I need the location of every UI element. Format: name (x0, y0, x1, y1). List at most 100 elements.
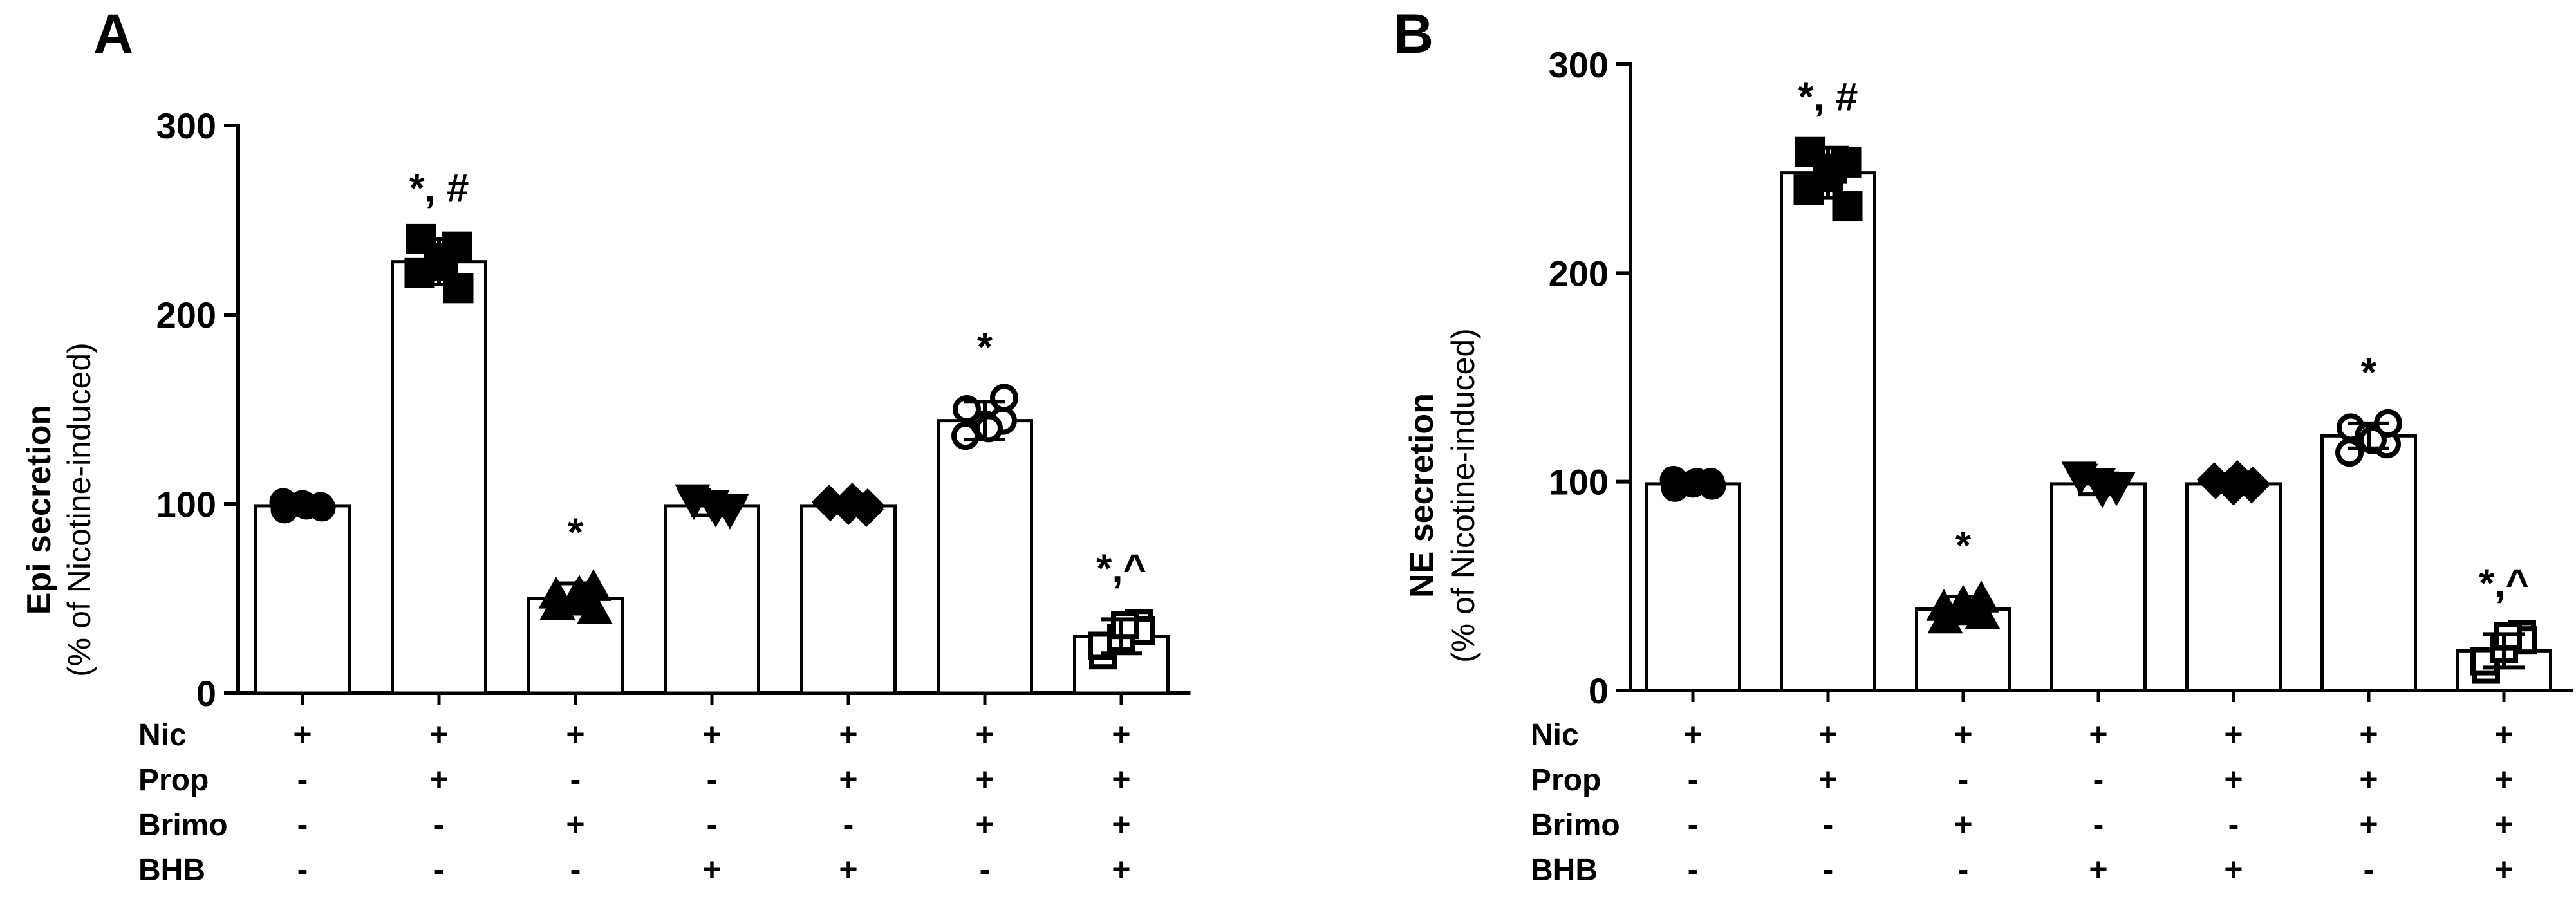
treatment-sign: - (1688, 761, 1699, 797)
data-point (975, 414, 1003, 443)
y-tick-label: 100 (156, 484, 216, 524)
treatment-sign: + (2224, 851, 2243, 887)
treatment-row-label: Nic (138, 718, 187, 752)
treatment-sign: + (2359, 806, 2378, 842)
data-point (561, 575, 597, 607)
treatment-sign: + (429, 716, 448, 752)
treatment-sign: - (297, 761, 308, 797)
treatment-sign: + (1954, 806, 1972, 842)
treatment-sign: - (434, 851, 445, 887)
y-tick-label: 300 (1549, 44, 1609, 85)
bar (1645, 482, 1741, 692)
bar (800, 504, 897, 695)
treatment-row-label: Nic (1531, 718, 1579, 752)
treatment-sign: + (1818, 761, 1837, 797)
treatment-sign: - (707, 761, 718, 797)
treatment-sign: + (1112, 716, 1130, 752)
treatment-sign: - (1688, 851, 1699, 887)
y-tick-label: 0 (1589, 671, 1609, 711)
significance-label: *, # (1798, 75, 1858, 120)
bar (664, 504, 760, 695)
treatment-sign: - (434, 806, 445, 842)
data-point (990, 384, 1018, 412)
treatment-sign: + (2494, 761, 2513, 797)
treatment-sign: + (1683, 716, 1702, 752)
treatment-sign: + (2494, 716, 2513, 752)
data-point (1795, 136, 1825, 167)
significance-label: *,^ (1096, 546, 1146, 591)
treatment-row-label: Brimo (1531, 808, 1620, 842)
bar (254, 504, 351, 695)
panel-b-ylabel: NE secretion (1403, 393, 1441, 598)
treatment-row-label: BHB (138, 853, 205, 887)
panel-a-ylabel: Epi secretion (21, 405, 58, 615)
treatment-sign: - (570, 851, 581, 887)
data-point (538, 577, 574, 609)
treatment-sign: + (975, 716, 994, 752)
panel-a-ylabel-sub: (% of Nicotine-induced) (61, 342, 97, 677)
treatment-sign: + (2224, 716, 2243, 752)
treatment-sign: + (2089, 851, 2107, 887)
treatment-row-label: Prop (1531, 763, 1601, 797)
treatment-sign: - (1958, 851, 1969, 887)
panel-b-ylabel-sub: (% of Nicotine-induced) (1445, 328, 1481, 663)
data-point (427, 243, 458, 273)
significance-label: * (1955, 524, 1972, 568)
treatment-sign: - (2093, 761, 2104, 797)
bar (391, 260, 487, 695)
significance-label: *,^ (2479, 561, 2529, 606)
y-tick-label: 200 (1549, 253, 1609, 293)
treatment-row-label: Prop (138, 763, 209, 797)
data-point (2494, 622, 2522, 651)
treatment-sign: + (293, 716, 312, 752)
treatment-sign: + (566, 716, 584, 752)
y-tick-label: 100 (1549, 462, 1609, 503)
data-point (2084, 476, 2120, 508)
treatment-sign: + (702, 851, 721, 887)
treatment-sign: + (2224, 761, 2243, 797)
treatment-sign: + (702, 716, 721, 752)
y-tick-label: 0 (196, 673, 216, 714)
treatment-sign: + (2359, 716, 2378, 752)
treatment-sign: + (975, 761, 994, 797)
treatment-sign: - (2228, 806, 2239, 842)
data-point (1111, 611, 1139, 640)
treatment-sign: + (566, 806, 584, 842)
bar (2050, 482, 2147, 692)
bar (1780, 171, 1876, 692)
treatment-sign: - (980, 851, 991, 887)
data-point (1949, 593, 1985, 626)
significance-label: * (977, 325, 993, 369)
treatment-sign: + (2494, 851, 2513, 887)
treatment-sign: + (2359, 761, 2378, 797)
panel-a-label: A (93, 3, 133, 65)
panel-b: B NE secretion (% of Nicotine-induced) 0… (1394, 3, 2573, 887)
significance-label: * (2361, 351, 2377, 395)
data-point (1816, 153, 1847, 184)
treatment-sign: - (570, 761, 581, 797)
bar (2320, 434, 2417, 692)
significance-label: * (568, 510, 584, 555)
treatment-row-label: Brimo (138, 808, 228, 842)
treatment-row-label: BHB (1531, 853, 1598, 887)
bar (937, 419, 1033, 695)
treatment-sign: + (1818, 716, 1837, 752)
treatment-sign: - (297, 806, 308, 842)
treatment-sign: - (297, 851, 308, 887)
bar (2185, 482, 2282, 692)
treatment-sign: - (707, 806, 718, 842)
treatment-sign: + (975, 806, 994, 842)
treatment-sign: + (1112, 761, 1130, 797)
y-tick-label: 300 (156, 106, 216, 146)
panel-a: A Epi secretion (% of Nicotine-induced) … (21, 3, 1191, 887)
treatment-sign: + (839, 761, 857, 797)
treatment-sign: - (1688, 806, 1699, 842)
treatment-sign: + (2494, 806, 2513, 842)
panel-b-label: B (1394, 3, 1433, 65)
treatment-sign: + (1954, 716, 1972, 752)
treatment-sign: - (1823, 806, 1834, 842)
treatment-sign: + (839, 851, 857, 887)
treatment-sign: + (2089, 716, 2107, 752)
significance-label: *, # (409, 166, 469, 210)
